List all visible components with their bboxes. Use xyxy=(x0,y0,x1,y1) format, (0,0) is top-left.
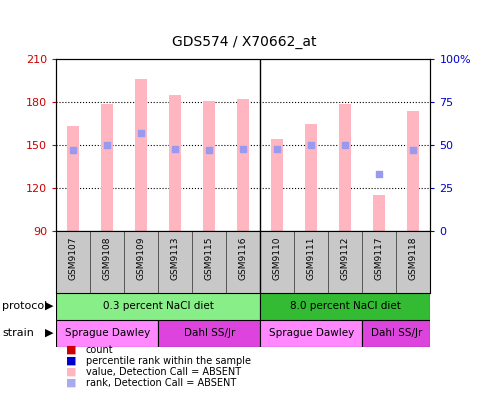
Bar xyxy=(56,293,260,320)
Point xyxy=(408,147,416,154)
Text: GSM9111: GSM9111 xyxy=(306,236,315,280)
Text: ■: ■ xyxy=(66,356,76,366)
Point xyxy=(239,145,246,152)
Text: Sprague Dawley: Sprague Dawley xyxy=(268,328,353,338)
Bar xyxy=(158,320,260,346)
Bar xyxy=(271,139,283,231)
Point xyxy=(205,147,213,154)
Text: percentile rank within the sample: percentile rank within the sample xyxy=(85,356,250,366)
Text: rank, Detection Call = ABSENT: rank, Detection Call = ABSENT xyxy=(85,378,235,388)
Bar xyxy=(305,124,317,231)
Bar xyxy=(339,103,350,231)
Text: count: count xyxy=(85,345,113,355)
Text: GSM9113: GSM9113 xyxy=(170,236,180,280)
Text: ▶: ▶ xyxy=(44,328,53,338)
Bar xyxy=(362,320,429,346)
Bar xyxy=(203,101,215,231)
Bar xyxy=(260,320,362,346)
Text: GSM9115: GSM9115 xyxy=(204,236,213,280)
Bar xyxy=(260,293,429,320)
Point xyxy=(375,171,383,177)
Point xyxy=(171,145,179,152)
Bar xyxy=(67,126,79,231)
Text: strain: strain xyxy=(2,328,34,338)
Text: ■: ■ xyxy=(66,367,76,377)
Text: GSM9110: GSM9110 xyxy=(272,236,281,280)
Bar xyxy=(237,99,249,231)
Text: Sprague Dawley: Sprague Dawley xyxy=(64,328,149,338)
Point xyxy=(273,145,281,152)
Text: 8.0 percent NaCl diet: 8.0 percent NaCl diet xyxy=(289,301,400,311)
Point xyxy=(137,130,145,136)
Text: GSM9118: GSM9118 xyxy=(408,236,417,280)
Bar xyxy=(101,103,113,231)
Bar xyxy=(407,110,418,231)
Text: value, Detection Call = ABSENT: value, Detection Call = ABSENT xyxy=(85,367,240,377)
Point xyxy=(69,147,77,154)
Bar xyxy=(135,79,147,231)
Text: protocol: protocol xyxy=(2,301,48,311)
Point xyxy=(307,142,315,148)
Text: ■: ■ xyxy=(66,345,76,355)
Text: Dahl SS/Jr: Dahl SS/Jr xyxy=(183,328,234,338)
Point xyxy=(103,142,111,148)
Text: GSM9107: GSM9107 xyxy=(69,236,78,280)
Text: GDS574 / X70662_at: GDS574 / X70662_at xyxy=(172,35,316,49)
Text: 0.3 percent NaCl diet: 0.3 percent NaCl diet xyxy=(102,301,213,311)
Bar xyxy=(169,95,181,231)
Text: Dahl SS/Jr: Dahl SS/Jr xyxy=(370,328,421,338)
Bar xyxy=(373,195,385,231)
Text: ▶: ▶ xyxy=(44,301,53,311)
Text: GSM9117: GSM9117 xyxy=(374,236,383,280)
Point xyxy=(341,142,348,148)
Text: GSM9109: GSM9109 xyxy=(137,236,145,280)
Text: GSM9116: GSM9116 xyxy=(238,236,247,280)
Text: GSM9108: GSM9108 xyxy=(102,236,112,280)
Bar xyxy=(56,320,158,346)
Text: ■: ■ xyxy=(66,378,76,388)
Text: GSM9112: GSM9112 xyxy=(340,236,349,280)
